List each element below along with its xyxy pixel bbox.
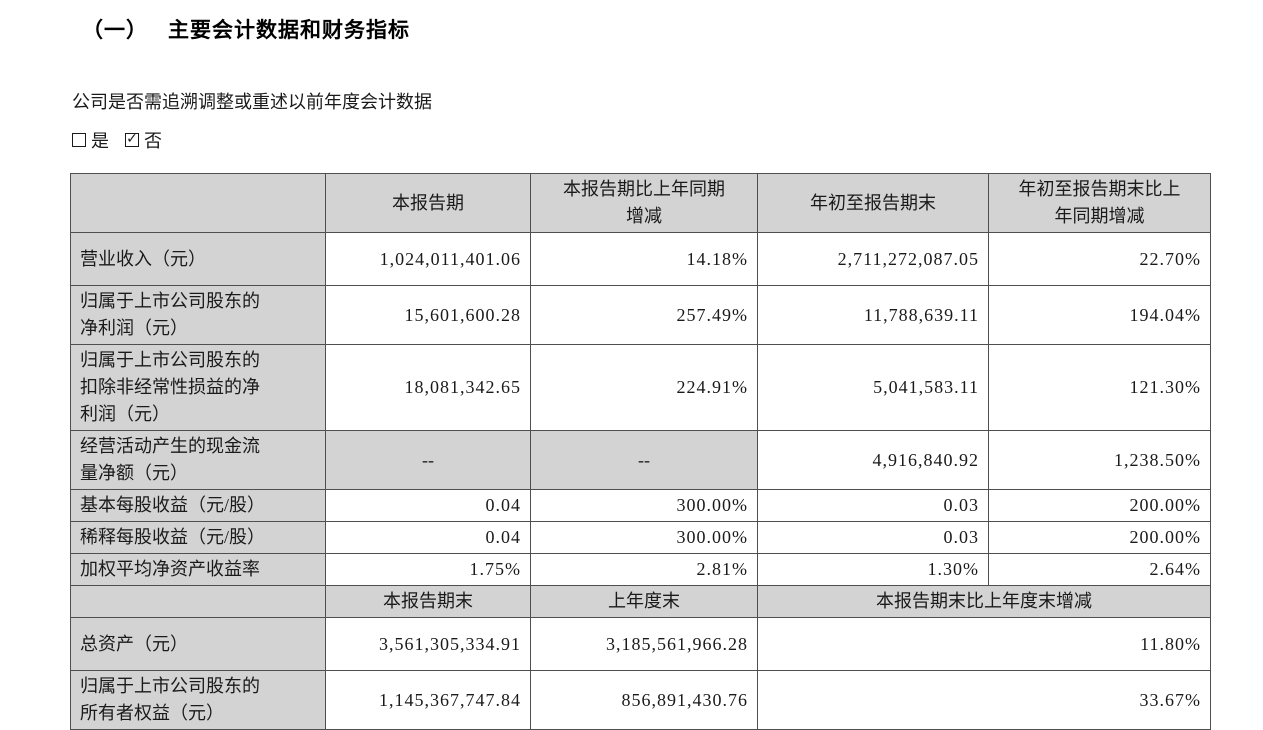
- table-row-net-profit-excl-nonrecurring: 归属于上市公司股东的 扣除非经常性损益的净 利润（元） 18,081,342.6…: [70, 344, 1211, 431]
- table-row-diluted-eps: 稀释每股收益（元/股） 0.04 300.00% 0.03 200.00%: [70, 521, 1211, 554]
- table-header-row: 本报告期 本报告期比上年同期 增减 年初至报告期末 年初至报告期末比上 年同期增…: [70, 173, 1211, 233]
- restatement-checkboxes: 是 ✓ 否: [72, 127, 1263, 153]
- row-label: 总资产（元）: [70, 617, 326, 671]
- cell-value: 15,601,600.28: [325, 285, 531, 345]
- section-title-text: 主要会计数据和财务指标: [168, 19, 410, 42]
- subheader-change: 本报告期末比上年度末增减: [757, 585, 1211, 618]
- row-label: 营业收入（元）: [70, 232, 326, 286]
- check-mark-icon: ✓: [126, 131, 138, 147]
- row-label: 基本每股收益（元/股）: [70, 489, 326, 522]
- cell-value: 856,891,430.76: [530, 670, 758, 730]
- checkbox-unchecked-icon: [72, 133, 86, 147]
- row-label: 归属于上市公司股东的 净利润（元）: [70, 285, 326, 345]
- row-label: 归属于上市公司股东的 扣除非经常性损益的净 利润（元）: [70, 344, 326, 431]
- table-row-revenue: 营业收入（元） 1,024,011,401.06 14.18% 2,711,27…: [70, 232, 1211, 286]
- cell-value-empty: --: [530, 430, 758, 490]
- cell-value: 2.64%: [988, 553, 1211, 586]
- table-row-basic-eps: 基本每股收益（元/股） 0.04 300.00% 0.03 200.00%: [70, 489, 1211, 522]
- row-label: 加权平均净资产收益率: [70, 553, 326, 586]
- cell-value: 11.80%: [757, 617, 1211, 671]
- checkbox-no: ✓ 否: [125, 127, 162, 153]
- cell-value: 1,145,367,747.84: [325, 670, 531, 730]
- restatement-question: 公司是否需追溯调整或重述以前年度会计数据: [72, 92, 432, 112]
- cell-value: 3,185,561,966.28: [530, 617, 758, 671]
- checkbox-no-label: 否: [144, 131, 162, 151]
- cell-value: 1,238.50%: [988, 430, 1211, 490]
- cell-value: 22.70%: [988, 232, 1211, 286]
- header-ytd: 年初至报告期末: [757, 173, 989, 233]
- row-label: 归属于上市公司股东的 所有者权益（元）: [70, 670, 326, 730]
- table-row-net-profit: 归属于上市公司股东的 净利润（元） 15,601,600.28 257.49% …: [70, 285, 1211, 345]
- cell-value: 5,041,583.11: [757, 344, 989, 431]
- cell-value: 0.04: [325, 489, 531, 522]
- cell-value: 0.03: [757, 521, 989, 554]
- subheader-blank-cell: [70, 585, 326, 618]
- cell-value: 0.03: [757, 489, 989, 522]
- row-label: 稀释每股收益（元/股）: [70, 521, 326, 554]
- cell-value: 121.30%: [988, 344, 1211, 431]
- section-number: （一）: [82, 19, 148, 42]
- cell-value: 14.18%: [530, 232, 758, 286]
- cell-value: 3,561,305,334.91: [325, 617, 531, 671]
- cell-value: 11,788,639.11: [757, 285, 989, 345]
- subheader-prev-year-end: 上年度末: [530, 585, 758, 618]
- header-ytd-change: 年初至报告期末比上 年同期增减: [988, 173, 1211, 233]
- row-label: 经营活动产生的现金流 量净额（元）: [70, 430, 326, 490]
- cell-value: 200.00%: [988, 521, 1211, 554]
- table-row-total-assets: 总资产（元） 3,561,305,334.91 3,185,561,966.28…: [70, 617, 1211, 671]
- cell-value: 18,081,342.65: [325, 344, 531, 431]
- cell-value: 300.00%: [530, 489, 758, 522]
- checkbox-yes: 是: [72, 127, 109, 153]
- cell-value: 2.81%: [530, 553, 758, 586]
- table-row-weighted-avg-roe: 加权平均净资产收益率 1.75% 2.81% 1.30% 2.64%: [70, 553, 1211, 586]
- table-subheader-row: 本报告期末 上年度末 本报告期末比上年度末增减: [70, 585, 1211, 618]
- checkbox-yes-label: 是: [91, 131, 109, 151]
- cell-value: 33.67%: [757, 670, 1211, 730]
- header-period-change: 本报告期比上年同期 增减: [530, 173, 758, 233]
- cell-value: 1.30%: [757, 553, 989, 586]
- cell-value: 2,711,272,087.05: [757, 232, 989, 286]
- section-title: （一） 主要会计数据和财务指标: [82, 14, 1263, 44]
- table-row-shareholders-equity: 归属于上市公司股东的 所有者权益（元） 1,145,367,747.84 856…: [70, 670, 1211, 730]
- cell-value: 300.00%: [530, 521, 758, 554]
- cell-value: 200.00%: [988, 489, 1211, 522]
- cell-value-empty: --: [325, 430, 531, 490]
- cell-value: 194.04%: [988, 285, 1211, 345]
- cell-value: 224.91%: [530, 344, 758, 431]
- checkbox-checked-icon: ✓: [125, 131, 139, 147]
- cell-value: 4,916,840.92: [757, 430, 989, 490]
- table-row-operating-cash-flow: 经营活动产生的现金流 量净额（元） -- -- 4,916,840.92 1,2…: [70, 430, 1211, 490]
- subheader-period-end: 本报告期末: [325, 585, 531, 618]
- financial-indicators-table: 本报告期 本报告期比上年同期 增减 年初至报告期末 年初至报告期末比上 年同期增…: [70, 173, 1211, 730]
- header-blank-cell: [70, 173, 326, 233]
- cell-value: 1,024,011,401.06: [325, 232, 531, 286]
- header-period: 本报告期: [325, 173, 531, 233]
- cell-value: 257.49%: [530, 285, 758, 345]
- cell-value: 1.75%: [325, 553, 531, 586]
- cell-value: 0.04: [325, 521, 531, 554]
